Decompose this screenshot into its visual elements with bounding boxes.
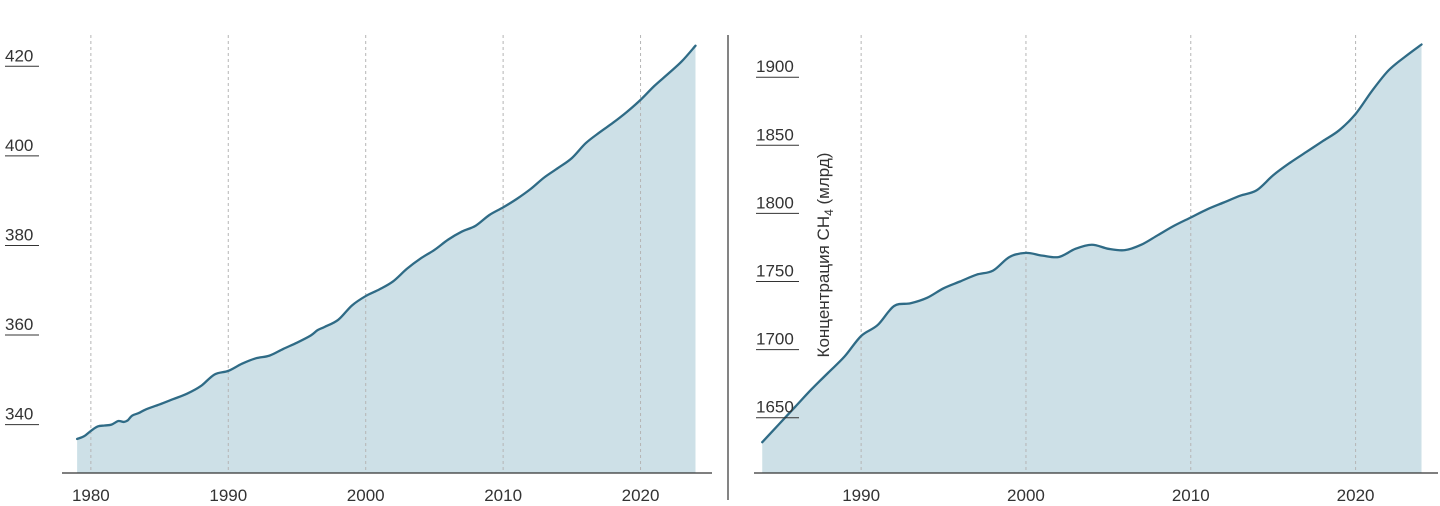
y-tick-label: 1900 — [756, 57, 794, 76]
y-tick-label: 400 — [5, 136, 33, 155]
y-tick-label: 340 — [5, 405, 33, 424]
y-tick-label: 1800 — [756, 193, 794, 212]
y-axis-label-unit: (млрд) — [814, 153, 833, 210]
x-tick-label: 2010 — [1172, 486, 1210, 505]
y-tick-label: 1650 — [756, 398, 794, 417]
y-axis-label: Концентрация CH4 (млрд) — [814, 153, 836, 358]
y-axis-label-main: Концентрация CH — [814, 216, 833, 358]
data-line — [761, 43, 1423, 444]
y-tick-label: 420 — [5, 46, 33, 65]
area-fill — [762, 44, 1422, 473]
x-tick-label: 1980 — [72, 486, 110, 505]
y-axis-label-subscript: 4 — [822, 209, 836, 216]
y-tick-label: 1850 — [756, 125, 794, 144]
x-tick-label: 2020 — [1337, 486, 1375, 505]
x-tick-label: 1990 — [842, 486, 880, 505]
x-tick-label: 2020 — [622, 486, 660, 505]
x-tick-label: 2000 — [1007, 486, 1045, 505]
y-tick-label: 360 — [5, 315, 33, 334]
y-tick-label: 1750 — [756, 261, 794, 280]
x-tick-label: 2010 — [484, 486, 522, 505]
co2-chart: 1980 1990 2000 2010 2020 340 360 380 400 420 — [5, 35, 712, 505]
y-tick-label: 1700 — [756, 330, 794, 349]
x-tick-label: 2000 — [347, 486, 385, 505]
methane-chart: 1990 2000 2010 2020 1650 1700 1750 1800 1850 1900… — [754, 35, 1438, 505]
area-fill — [77, 45, 696, 473]
data-line — [75, 44, 697, 441]
y-tick-label: 380 — [5, 225, 33, 244]
x-tick-label: 1990 — [209, 486, 247, 505]
